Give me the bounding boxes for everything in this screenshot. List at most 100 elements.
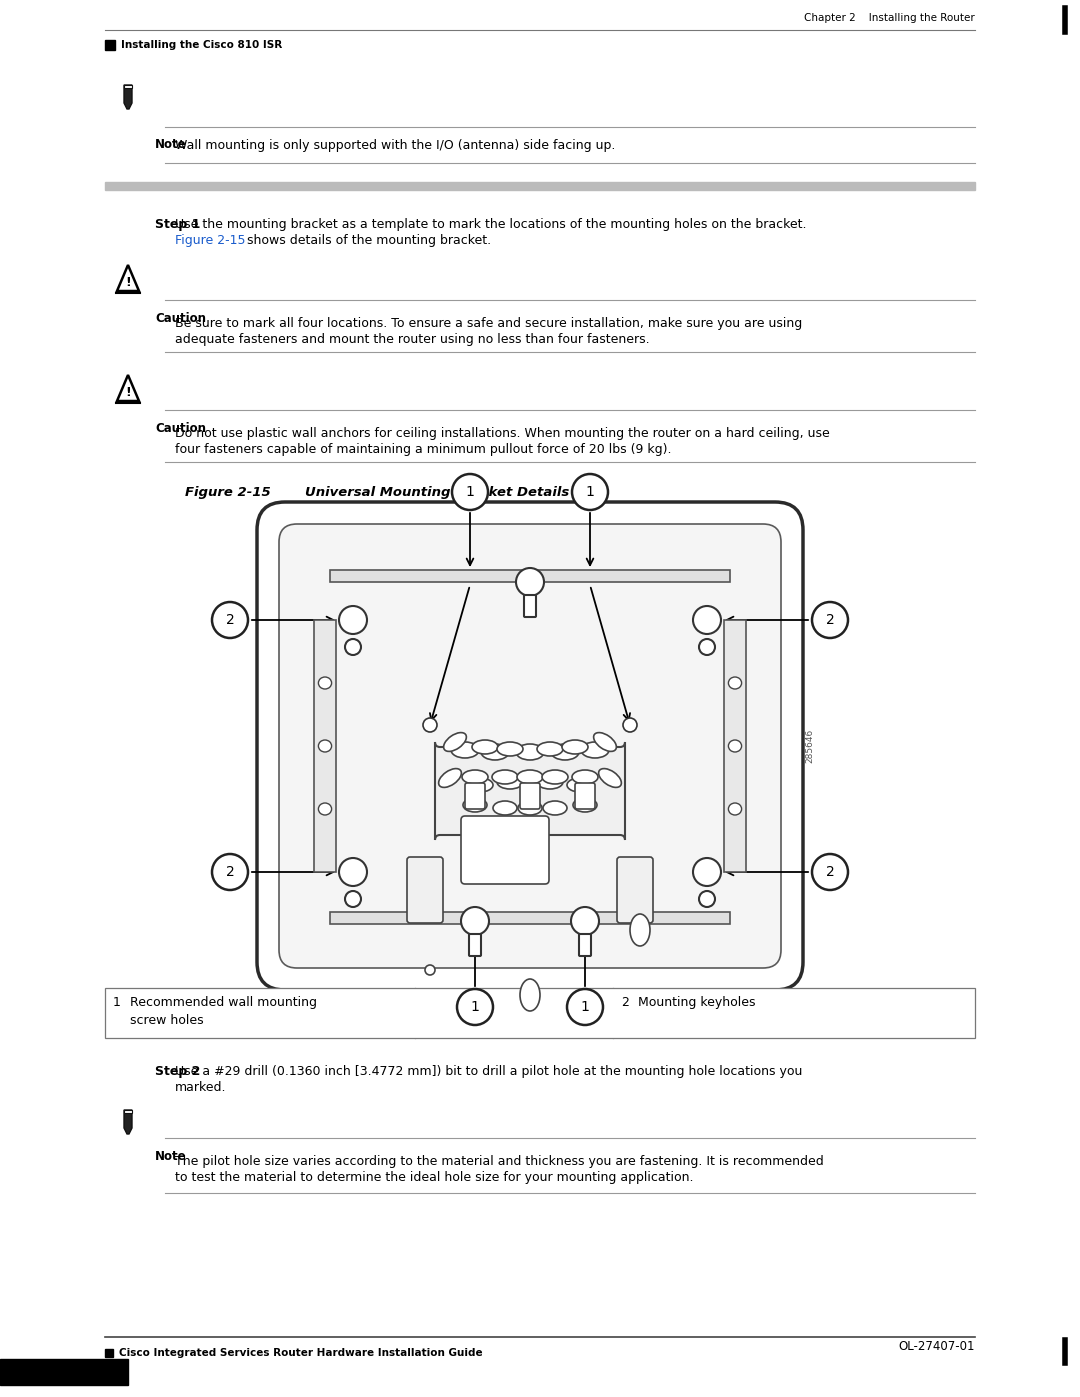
Ellipse shape bbox=[481, 745, 509, 760]
Circle shape bbox=[457, 989, 492, 1025]
Text: Step 2: Step 2 bbox=[156, 1065, 201, 1078]
Circle shape bbox=[699, 891, 715, 907]
Circle shape bbox=[212, 854, 248, 890]
Circle shape bbox=[516, 569, 544, 597]
Ellipse shape bbox=[497, 775, 523, 789]
Text: !: ! bbox=[125, 277, 131, 289]
Ellipse shape bbox=[472, 740, 498, 754]
Text: 1: 1 bbox=[113, 996, 121, 1009]
Circle shape bbox=[339, 606, 367, 634]
Ellipse shape bbox=[438, 768, 461, 788]
Text: Be sure to mark all four locations. To ensure a safe and secure installation, ma: Be sure to mark all four locations. To e… bbox=[175, 317, 802, 330]
Text: marked.: marked. bbox=[175, 1081, 227, 1094]
Text: Wall mounting is only supported with the I/O (antenna) side facing up.: Wall mounting is only supported with the… bbox=[175, 138, 616, 151]
Ellipse shape bbox=[497, 742, 523, 756]
Ellipse shape bbox=[630, 914, 650, 946]
Ellipse shape bbox=[562, 740, 588, 754]
FancyBboxPatch shape bbox=[279, 524, 781, 968]
Text: Do not use plastic wall anchors for ceiling installations. When mounting the rou: Do not use plastic wall anchors for ceil… bbox=[175, 427, 829, 440]
FancyBboxPatch shape bbox=[435, 742, 625, 840]
Circle shape bbox=[339, 858, 367, 886]
Circle shape bbox=[693, 858, 721, 886]
FancyBboxPatch shape bbox=[519, 782, 540, 809]
Polygon shape bbox=[124, 85, 132, 109]
Text: Universal Mounting Bracket Details: Universal Mounting Bracket Details bbox=[305, 486, 569, 499]
Circle shape bbox=[567, 989, 603, 1025]
Text: The pilot hole size varies according to the material and thickness you are faste: The pilot hole size varies according to … bbox=[175, 1155, 824, 1168]
Bar bbox=[105, 41, 114, 50]
Text: adequate fasteners and mount the router using no less than four fasteners.: adequate fasteners and mount the router … bbox=[175, 332, 650, 346]
Bar bbox=[105, 182, 975, 190]
Text: Chapter 2    Installing the Router: Chapter 2 Installing the Router bbox=[805, 13, 975, 22]
Ellipse shape bbox=[319, 803, 332, 814]
Text: screw holes: screw holes bbox=[130, 1014, 204, 1027]
Circle shape bbox=[426, 965, 435, 975]
Ellipse shape bbox=[551, 745, 579, 760]
Polygon shape bbox=[124, 1111, 132, 1134]
Ellipse shape bbox=[319, 740, 332, 752]
Ellipse shape bbox=[728, 803, 742, 814]
Text: Caution: Caution bbox=[156, 422, 206, 434]
FancyBboxPatch shape bbox=[461, 816, 549, 884]
Text: 285646: 285646 bbox=[806, 729, 814, 763]
Text: 1: 1 bbox=[585, 485, 594, 499]
Text: 2: 2 bbox=[621, 996, 629, 1009]
Bar bbox=[314, 620, 336, 872]
FancyBboxPatch shape bbox=[469, 935, 481, 956]
Ellipse shape bbox=[598, 768, 621, 788]
Text: OL-27407-01: OL-27407-01 bbox=[899, 1341, 975, 1354]
FancyBboxPatch shape bbox=[617, 856, 653, 923]
Circle shape bbox=[623, 718, 637, 732]
Text: !: ! bbox=[125, 387, 131, 400]
Text: Figure 2-15: Figure 2-15 bbox=[175, 235, 245, 247]
Ellipse shape bbox=[567, 778, 593, 792]
Bar bbox=[330, 912, 730, 923]
Ellipse shape bbox=[451, 742, 480, 759]
Text: 2: 2 bbox=[226, 613, 234, 627]
Ellipse shape bbox=[573, 798, 597, 812]
FancyBboxPatch shape bbox=[465, 782, 485, 809]
Text: 2: 2 bbox=[226, 865, 234, 879]
Text: Use a #29 drill (0.1360 inch [3.4772 mm]) bit to drill a pilot hole at the mount: Use a #29 drill (0.1360 inch [3.4772 mm]… bbox=[175, 1065, 802, 1078]
Text: Installing the Cisco 810 ISR: Installing the Cisco 810 ISR bbox=[121, 41, 282, 50]
Text: Figure 2-15: Figure 2-15 bbox=[185, 486, 271, 499]
Text: Note: Note bbox=[156, 1150, 187, 1162]
Text: shows details of the mounting bracket.: shows details of the mounting bracket. bbox=[243, 235, 491, 247]
Bar bbox=[124, 1111, 132, 1113]
Bar bbox=[105, 1350, 113, 1356]
FancyBboxPatch shape bbox=[579, 935, 591, 956]
Text: 2-16: 2-16 bbox=[44, 1340, 83, 1355]
FancyBboxPatch shape bbox=[257, 502, 804, 990]
Circle shape bbox=[453, 474, 488, 510]
Ellipse shape bbox=[728, 740, 742, 752]
Text: 2: 2 bbox=[825, 865, 835, 879]
Circle shape bbox=[212, 602, 248, 638]
Circle shape bbox=[699, 638, 715, 655]
Ellipse shape bbox=[492, 770, 518, 784]
Circle shape bbox=[345, 638, 361, 655]
Text: Note: Note bbox=[156, 138, 187, 151]
Circle shape bbox=[571, 907, 599, 935]
FancyBboxPatch shape bbox=[407, 856, 443, 923]
Ellipse shape bbox=[492, 800, 517, 814]
Text: 1: 1 bbox=[471, 1000, 480, 1014]
Ellipse shape bbox=[516, 745, 544, 760]
Text: Step 1: Step 1 bbox=[156, 218, 201, 231]
Text: 1: 1 bbox=[465, 485, 474, 499]
Circle shape bbox=[812, 854, 848, 890]
Ellipse shape bbox=[463, 798, 487, 812]
Ellipse shape bbox=[542, 770, 568, 784]
Ellipse shape bbox=[537, 742, 563, 756]
Text: Mounting keyholes: Mounting keyholes bbox=[638, 996, 756, 1009]
Ellipse shape bbox=[581, 742, 609, 759]
Bar bbox=[330, 570, 730, 583]
Ellipse shape bbox=[594, 732, 617, 752]
Ellipse shape bbox=[537, 775, 563, 789]
Ellipse shape bbox=[519, 979, 540, 1011]
Ellipse shape bbox=[467, 778, 492, 792]
Ellipse shape bbox=[517, 770, 543, 784]
Circle shape bbox=[572, 474, 608, 510]
Circle shape bbox=[423, 718, 437, 732]
Ellipse shape bbox=[462, 770, 488, 784]
Text: to test the material to determine the ideal hole size for your mounting applicat: to test the material to determine the id… bbox=[175, 1171, 693, 1185]
